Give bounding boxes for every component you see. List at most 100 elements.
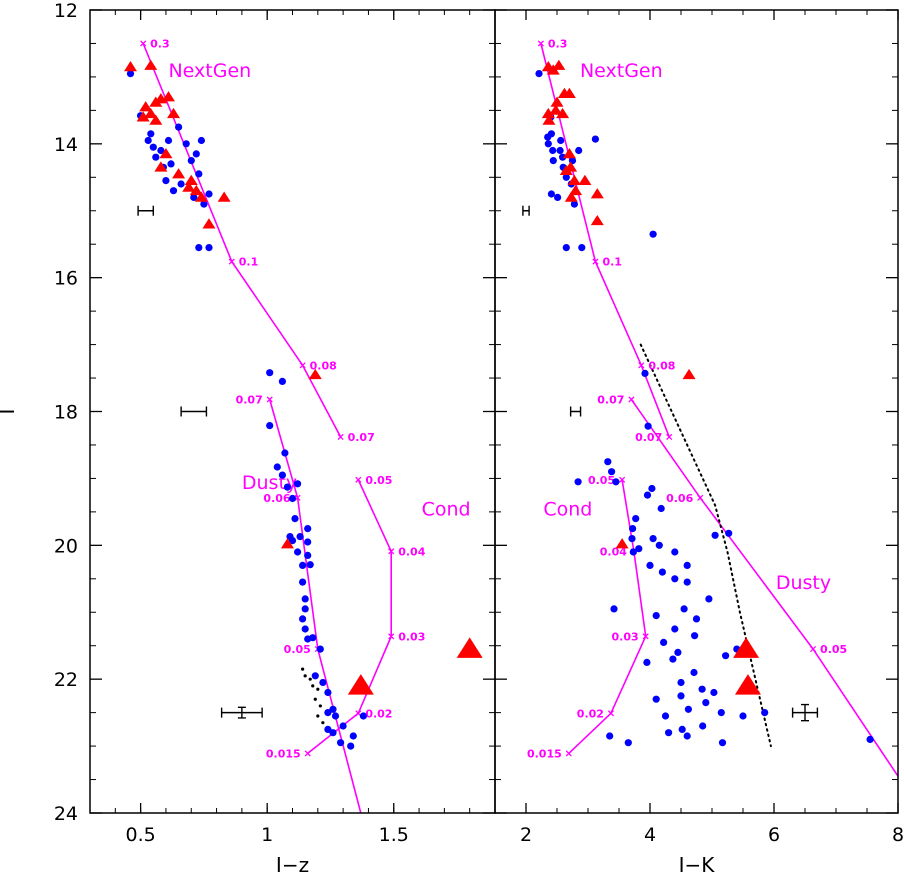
right-data-point bbox=[683, 732, 691, 740]
left-mass-marker bbox=[304, 750, 311, 757]
left-mass-marker bbox=[388, 548, 395, 555]
left-triangle-point bbox=[124, 61, 137, 72]
left-data-point bbox=[304, 551, 312, 560]
left-data-point bbox=[195, 170, 203, 178]
left-data-point bbox=[177, 180, 185, 188]
left-mass-marker bbox=[337, 433, 344, 440]
right-triangle-point bbox=[567, 174, 581, 186]
right-data-point bbox=[557, 136, 565, 145]
right-data-point bbox=[635, 545, 643, 553]
left-y-tick-label: 12 bbox=[54, 0, 78, 22]
left-x-tick-label: 1 bbox=[261, 824, 273, 846]
right-mass-marker bbox=[697, 494, 704, 501]
left-model-label: Cond bbox=[422, 499, 471, 521]
right-mass-label: 0.1 bbox=[602, 256, 622, 269]
right-triangle-point bbox=[590, 214, 604, 226]
right-error-bar bbox=[522, 205, 530, 216]
right-data-point bbox=[698, 685, 706, 693]
right-data-point bbox=[661, 712, 670, 720]
left-data-point bbox=[324, 688, 332, 697]
left-y-tick-label: 20 bbox=[54, 535, 78, 557]
left-data-point bbox=[164, 136, 173, 145]
right-data-point bbox=[643, 658, 651, 667]
right-mass-label: 0.06 bbox=[666, 492, 693, 505]
left-y-tick-label: 16 bbox=[54, 268, 78, 290]
left-mass-label: 0.015 bbox=[266, 747, 301, 760]
right-data-point bbox=[559, 153, 567, 161]
left-y-tick-label: 18 bbox=[54, 402, 78, 424]
left-mass-label: 0.08 bbox=[310, 359, 337, 372]
left-triangle-point bbox=[194, 191, 208, 202]
right-data-point bbox=[671, 625, 679, 633]
left-data-point bbox=[324, 709, 332, 717]
left-model-label: Dusty bbox=[242, 472, 297, 494]
right-triangle-point bbox=[564, 191, 578, 202]
left-dotted-point bbox=[318, 704, 322, 708]
right-data-point bbox=[671, 575, 679, 583]
right-model-label: Cond bbox=[543, 499, 592, 521]
right-data-point bbox=[535, 70, 543, 78]
left-data-point bbox=[329, 705, 337, 713]
right-data-point bbox=[610, 605, 618, 613]
left-data-point bbox=[309, 634, 317, 642]
left-data-point bbox=[266, 422, 274, 430]
left-data-point bbox=[182, 140, 190, 148]
left-triangle-point bbox=[217, 191, 231, 202]
right-marks: 0.3 0.1 0.08 0.07 0.07 0.06 0.05 0.05 0.04 0.03 0.… bbox=[522, 37, 899, 777]
right-triangle-point bbox=[578, 174, 592, 186]
right-triangle-large bbox=[734, 674, 761, 695]
right-data-point bbox=[710, 688, 718, 697]
left-mass-label: 0.05 bbox=[284, 643, 311, 656]
left-triangle-point bbox=[308, 368, 322, 380]
left-data-point bbox=[299, 561, 307, 570]
left-data-point bbox=[301, 605, 309, 613]
right-mass-label: 0.07 bbox=[597, 393, 624, 406]
left-data-point bbox=[273, 463, 281, 471]
right-mass-marker bbox=[628, 396, 635, 403]
left-mass-marker bbox=[228, 258, 235, 265]
left-data-point bbox=[152, 153, 160, 161]
right-data-point bbox=[691, 632, 699, 640]
right-data-point bbox=[629, 525, 637, 533]
left-data-point bbox=[291, 515, 299, 523]
right-mass-marker bbox=[666, 433, 673, 440]
left-mass-label: 0.06 bbox=[263, 492, 290, 505]
left-data-point bbox=[187, 157, 195, 165]
right-data-point bbox=[549, 157, 557, 165]
left-mass-label: 0.07 bbox=[236, 393, 263, 406]
left-mass-label: 0.04 bbox=[398, 545, 425, 558]
right-mass-label: 0.02 bbox=[577, 707, 604, 720]
left-triangle-point bbox=[144, 107, 158, 119]
right-mass-marker bbox=[642, 633, 649, 640]
right-x-tick-label: 4 bbox=[644, 824, 656, 846]
left-triangle-point bbox=[139, 101, 153, 112]
right-data-point bbox=[722, 652, 730, 660]
left-mass-label: 0.02 bbox=[365, 707, 392, 720]
right-data-point bbox=[674, 648, 682, 657]
right-data-point bbox=[652, 695, 660, 703]
right-data-point bbox=[677, 692, 685, 700]
left-triangle-point bbox=[154, 161, 168, 172]
left-mass-marker bbox=[299, 362, 306, 369]
left-data-point bbox=[337, 739, 345, 747]
panel-left: 0.30.10.080.070.070.060.050.050.040.030.… bbox=[0, 0, 496, 877]
right-mass-label: 0.05 bbox=[588, 474, 615, 487]
left-triangle-point bbox=[202, 218, 216, 229]
left-triangle-point bbox=[144, 59, 158, 70]
right-triangle-large bbox=[733, 637, 760, 658]
right-data-point bbox=[711, 531, 719, 539]
left-mass-label: 0.1 bbox=[239, 256, 259, 269]
right-data-point bbox=[680, 605, 688, 613]
right-triangle-point bbox=[550, 96, 564, 107]
left-triangle-point bbox=[184, 174, 198, 186]
left-triangle-point bbox=[182, 181, 196, 192]
left-triangle-point bbox=[189, 184, 203, 196]
left-mass-label: 0.05 bbox=[365, 474, 392, 487]
left-data-point bbox=[205, 190, 213, 198]
right-mass-marker bbox=[592, 258, 599, 265]
right-data-point bbox=[699, 722, 707, 730]
left-x-axis-label: I−z bbox=[276, 853, 309, 877]
left-data-point bbox=[304, 538, 312, 546]
left-data-point bbox=[347, 742, 355, 750]
right-triangle-point bbox=[590, 188, 604, 199]
